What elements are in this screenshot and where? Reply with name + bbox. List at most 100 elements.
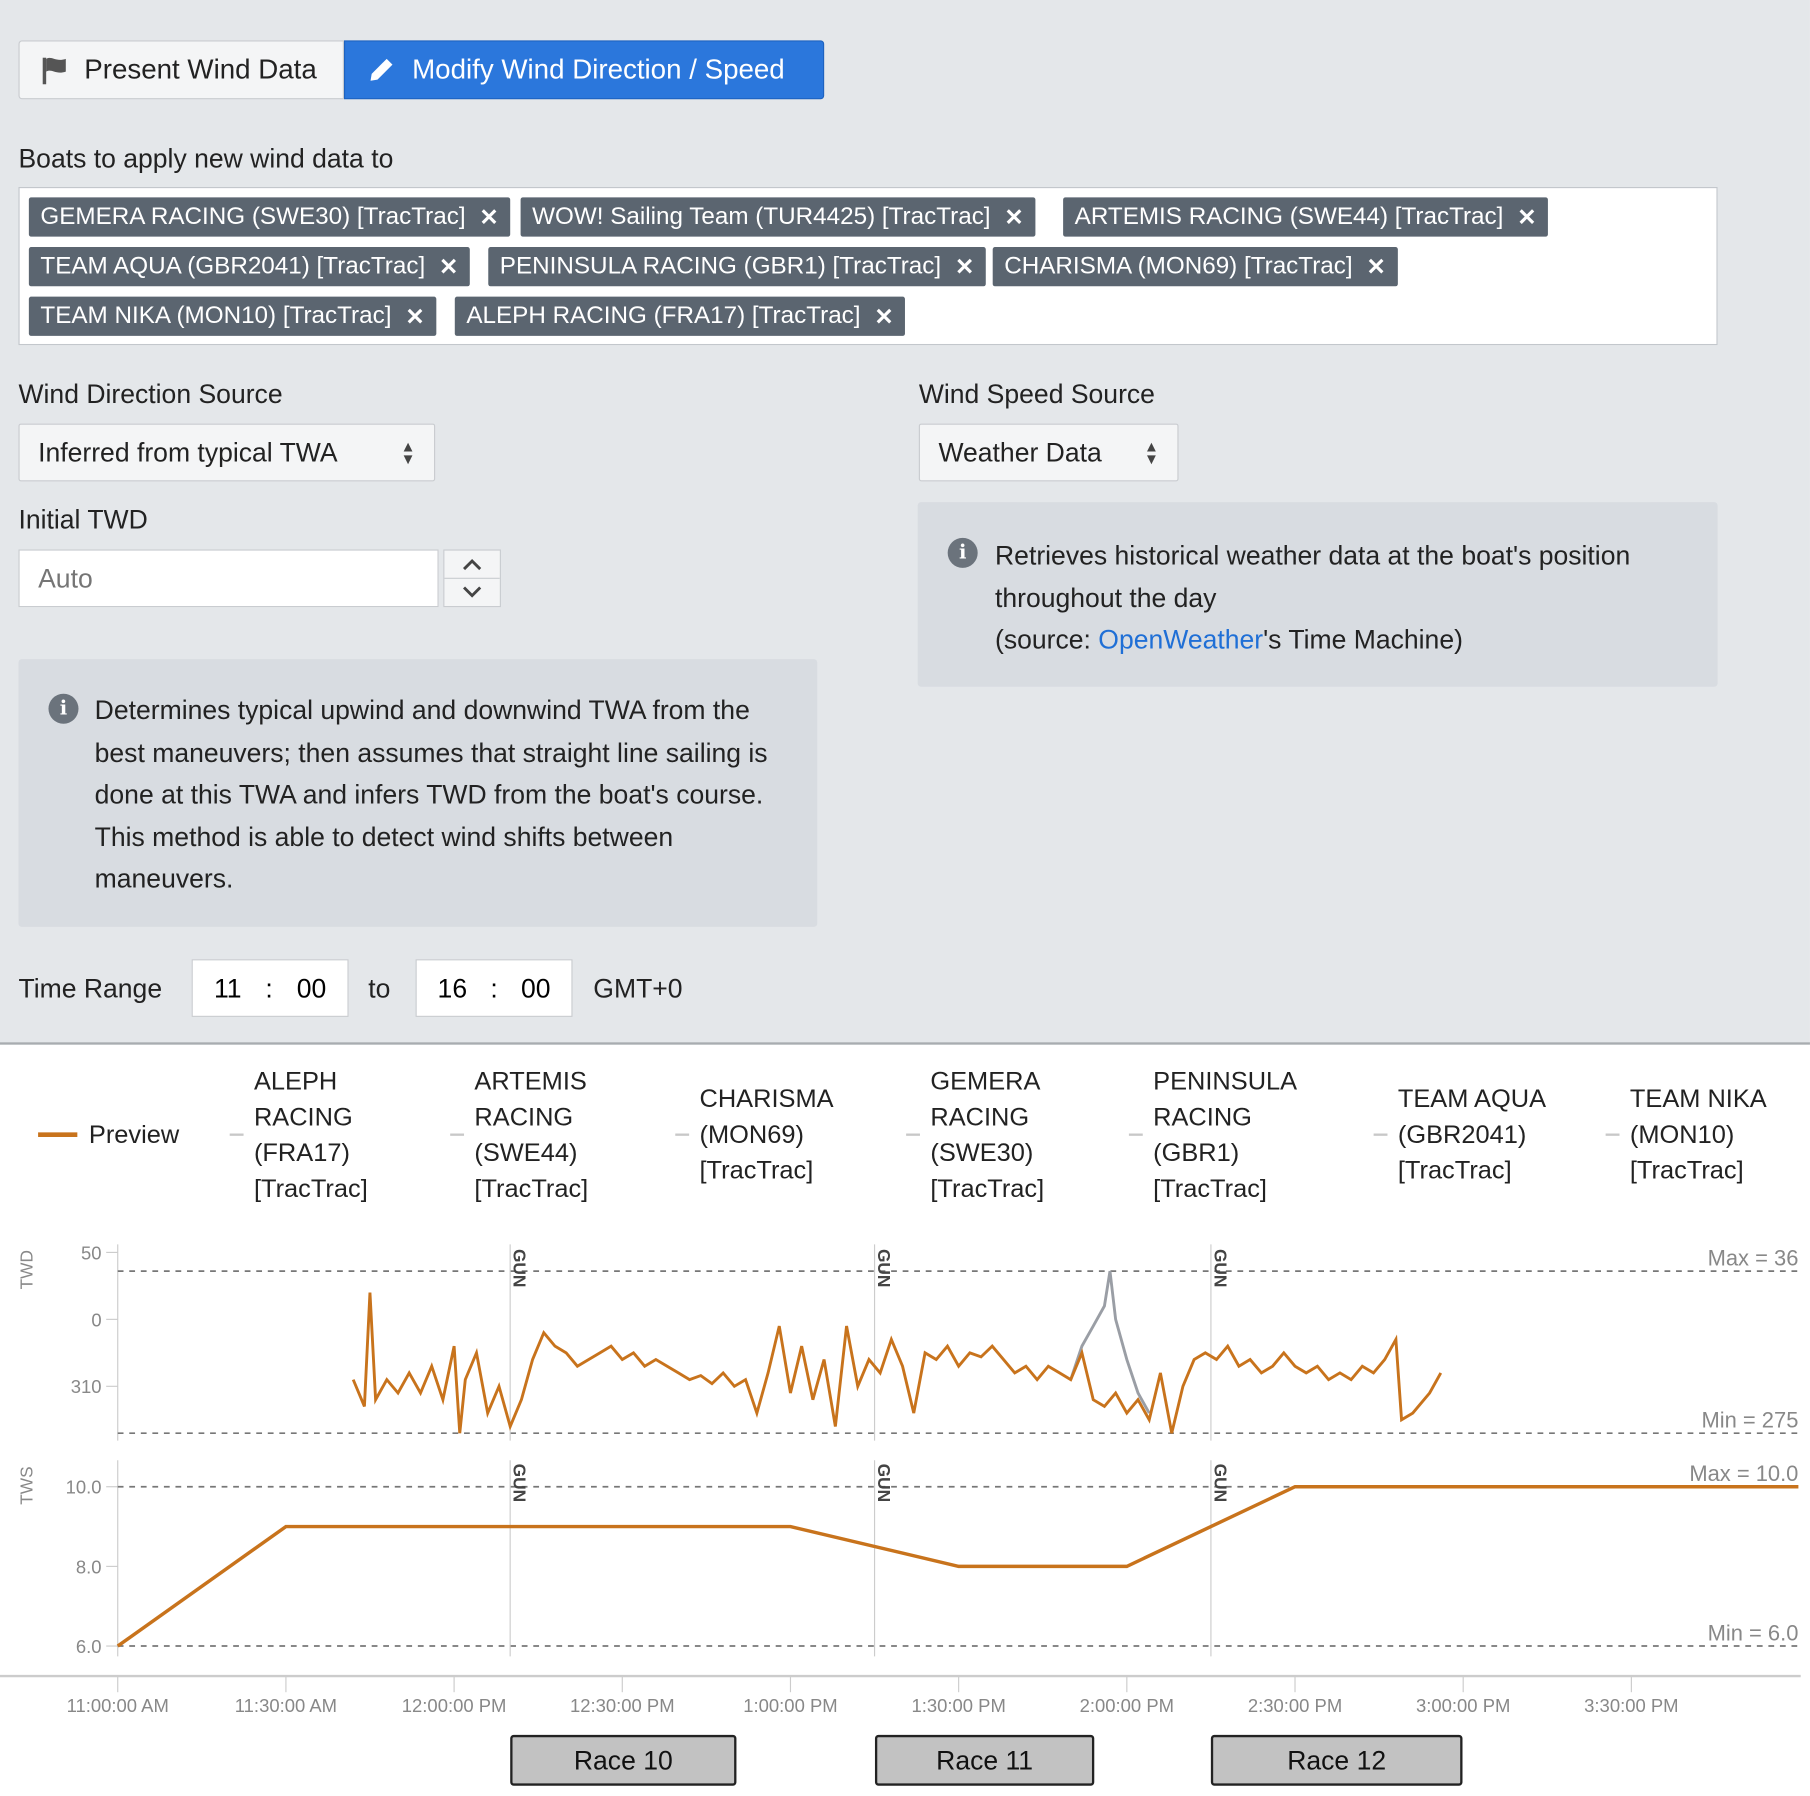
boat-tag-label: CHARISMA (MON69) [TracTrac] xyxy=(1004,252,1353,280)
legend-boat-item[interactable]: GEMERA RACING (SWE30) [TracTrac] xyxy=(930,1063,1044,1206)
boats-multiselect[interactable]: GEMERA RACING (SWE30) [TracTrac] ✕ WOW! S… xyxy=(18,186,1718,346)
x-tick-label: 3:00:00 PM xyxy=(1416,1695,1510,1716)
boat-tag: WOW! Sailing Team (TUR4425) [TracTrac] ✕ xyxy=(520,197,1036,237)
x-tick-label: 3:30:00 PM xyxy=(1584,1695,1678,1716)
legend-boat-line: (SWE30) xyxy=(930,1138,1034,1167)
boat-tag: ALEPH RACING (FRA17) [TracTrac] ✕ xyxy=(454,296,906,336)
legend-boat-line: [TracTrac] xyxy=(1397,1155,1512,1185)
boats-label: Boats to apply new wind data to xyxy=(18,143,394,174)
info-icon: i xyxy=(48,693,79,724)
wind-direction-source-select[interactable]: Inferred from typical TWA ▲ ▼ xyxy=(18,423,436,482)
legend-boat-line: RACING xyxy=(930,1102,1030,1132)
from-hours[interactable]: 11 xyxy=(213,972,242,1003)
boat-tag: TEAM AQUA (GBR2041) [TracTrac] ✕ xyxy=(28,247,470,287)
remove-icon[interactable]: ✕ xyxy=(874,304,894,330)
legend-boat-line: PENINSULA xyxy=(1153,1066,1298,1096)
chevron-down-icon[interactable] xyxy=(463,586,482,598)
race-12-button[interactable]: Race 12 xyxy=(1210,1734,1463,1786)
openweather-link[interactable]: OpenWeather xyxy=(1098,624,1264,655)
race-10-button[interactable]: Race 10 xyxy=(510,1734,737,1786)
modify-wind-label: Modify Wind Direction / Speed xyxy=(412,53,785,85)
time-range-label: Time Range xyxy=(18,973,163,1004)
wind-speed-info-box: i Retrieves historical weather data at t… xyxy=(917,502,1718,687)
gun-label: GUN xyxy=(874,1464,894,1502)
twd-max-label: Max = 36 xyxy=(1708,1245,1799,1270)
twd-axis-label: TWD xyxy=(16,1250,36,1289)
legend-boat-item[interactable]: TEAM AQUA (GBR2041) [TracTrac] xyxy=(1398,1080,1546,1187)
legend-boat-line: (MON69) xyxy=(699,1119,804,1149)
legend-boat-line: [TracTrac] xyxy=(1629,1155,1744,1185)
gun-label: GUN xyxy=(510,1464,530,1502)
legend-boat-line: (FRA17) xyxy=(253,1138,350,1167)
remove-icon[interactable]: ✕ xyxy=(1366,254,1386,280)
remove-icon[interactable]: ✕ xyxy=(955,254,975,280)
boat-tag-label: TEAM NIKA (MON10) [TracTrac] xyxy=(40,302,392,329)
legend-boat-item[interactable]: PENINSULA RACING (GBR1) [TracTrac] xyxy=(1153,1063,1297,1206)
wind-speed-source-select[interactable]: Weather Data ▲ ▼ xyxy=(918,423,1179,482)
wind-speed-info-suffix: 's Time Machine) xyxy=(1263,624,1463,655)
legend-boat-line: RACING xyxy=(474,1102,574,1132)
present-wind-data-button[interactable]: Present Wind Data xyxy=(18,40,344,100)
twd-y-tick-label: 50 xyxy=(81,1242,102,1263)
remove-icon[interactable]: ✕ xyxy=(1517,204,1537,231)
boat-tag-label: WOW! Sailing Team (TUR4425) [TracTrac] xyxy=(532,203,991,230)
x-tick-label: 1:00:00 PM xyxy=(743,1695,837,1716)
wind-speed-info-text: Retrieves historical weather data at the… xyxy=(995,540,1631,613)
chevron-up-icon[interactable] xyxy=(463,558,482,571)
time-range-from-input[interactable]: 11:00 xyxy=(191,959,349,1017)
legend-boat-item[interactable]: CHARISMA (MON69) [TracTrac] xyxy=(700,1080,834,1187)
to-minutes[interactable]: 00 xyxy=(520,972,551,1003)
legend-boat-swatch xyxy=(675,1133,690,1136)
select-arrows-icon: ▲ ▼ xyxy=(400,437,416,468)
x-tick-label: 1:30:00 PM xyxy=(911,1695,1005,1716)
wind-speed-source-label: Wind Speed Source xyxy=(918,378,1155,409)
legend-boat-line: TEAM AQUA xyxy=(1397,1083,1547,1113)
legend-boat-line: [TracTrac] xyxy=(474,1173,589,1203)
twd-y-tick-label: 310 xyxy=(71,1376,102,1397)
time-range-to-input[interactable]: 16:00 xyxy=(415,959,573,1017)
remove-icon[interactable]: ✕ xyxy=(1004,204,1024,231)
twd-preview-series xyxy=(351,1292,1443,1434)
twd-min-label: Min = 275 xyxy=(1702,1407,1799,1432)
legend-boat-item[interactable]: TEAM NIKA (MON10) [TracTrac] xyxy=(1630,1080,1767,1187)
wind-direction-info-box: i Determines typical upwind and downwind… xyxy=(18,659,818,927)
twd-y-tick-label: 0 xyxy=(91,1309,101,1330)
wind-direction-source-value: Inferred from typical TWA xyxy=(38,436,338,467)
tws-y-tick-label: 6.0 xyxy=(76,1636,102,1657)
legend-boat-line: (GBR1) xyxy=(1153,1138,1240,1167)
race-11-button[interactable]: Race 11 xyxy=(874,1734,1095,1786)
select-arrows-icon: ▲ ▼ xyxy=(1144,437,1159,468)
boat-tag: TEAM NIKA (MON10) [TracTrac] ✕ xyxy=(28,296,437,336)
legend-boat-line: (MON10) xyxy=(1629,1119,1735,1149)
x-tick-label: 11:00:00 AM xyxy=(67,1695,169,1716)
legend-boat-line: [TracTrac] xyxy=(699,1155,814,1185)
remove-icon[interactable]: ✕ xyxy=(405,304,425,330)
gun-label: GUN xyxy=(510,1249,530,1287)
pencil-icon xyxy=(370,58,393,81)
legend-boat-line: [TracTrac] xyxy=(253,1173,368,1203)
timezone-label: GMT+0 xyxy=(593,973,683,1004)
initial-twd-stepper[interactable] xyxy=(443,549,501,608)
legend-boat-item[interactable]: ALEPH RACING (FRA17) [TracTrac] xyxy=(254,1063,368,1206)
legend-boat-item[interactable]: ARTEMIS RACING (SWE44) [TracTrac] xyxy=(474,1063,588,1206)
from-minutes[interactable]: 00 xyxy=(296,972,327,1003)
gun-label: GUN xyxy=(1210,1464,1230,1502)
to-hours[interactable]: 16 xyxy=(437,972,468,1003)
legend-boat-line: [TracTrac] xyxy=(930,1173,1045,1203)
tws-axis-label: TWS xyxy=(16,1466,36,1504)
wind-speed-info-source: (source: xyxy=(995,624,1099,655)
remove-icon[interactable]: ✕ xyxy=(439,254,459,280)
preview-legend-swatch xyxy=(38,1132,78,1137)
remove-icon[interactable]: ✕ xyxy=(479,204,499,231)
tws-max-label: Max = 10.0 xyxy=(1689,1461,1798,1486)
legend-boat-line: ALEPH xyxy=(253,1066,338,1096)
wind-chart[interactable]: TWD TWS 50 0 310 10.0 8.0 6.0 Max = 36 Min = 275 M… xyxy=(0,1224,1810,1732)
boat-tag-label: PENINSULA RACING (GBR1) [TracTrac] xyxy=(499,252,942,280)
initial-twd-input[interactable] xyxy=(18,549,439,608)
x-tick-label: 12:30:00 PM xyxy=(570,1695,675,1716)
x-tick-label: 12:00:00 PM xyxy=(402,1695,507,1716)
modify-wind-button[interactable]: Modify Wind Direction / Speed xyxy=(343,40,825,100)
tws-preview-series xyxy=(116,1485,1799,1648)
legend-preview[interactable]: Preview xyxy=(88,1119,180,1149)
